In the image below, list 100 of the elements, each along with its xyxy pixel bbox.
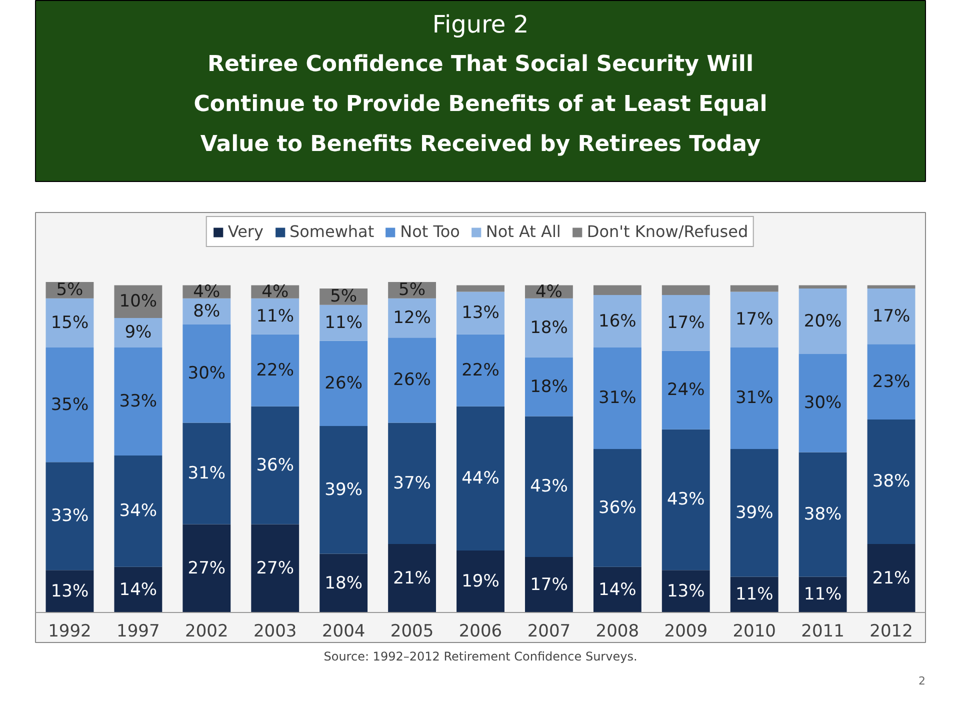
bar	[114, 456, 162, 567]
bar	[798, 288, 847, 354]
x-tick-label: 2011	[801, 622, 844, 642]
bar	[46, 462, 94, 570]
bar	[593, 347, 642, 449]
data-label: 20%	[804, 311, 842, 332]
bar	[46, 347, 94, 462]
data-label: 39%	[735, 502, 774, 523]
data-label: 5%	[56, 280, 84, 300]
bar	[867, 288, 916, 344]
data-label: 10%	[119, 292, 158, 312]
data-label: 17%	[872, 306, 910, 326]
bar	[798, 452, 847, 577]
x-tick-label: 2005	[390, 622, 434, 642]
bar	[662, 295, 710, 351]
data-label: 14%	[598, 580, 636, 600]
x-tick-label: 1997	[116, 622, 160, 642]
bar	[593, 285, 642, 296]
data-label: 33%	[50, 506, 89, 526]
bar	[525, 416, 573, 558]
bar	[251, 406, 300, 524]
bar	[730, 292, 778, 348]
bar	[320, 554, 368, 613]
data-label: 22%	[462, 360, 500, 380]
x-tick-label: 2006	[458, 622, 502, 642]
data-label: 14%	[119, 580, 158, 600]
data-label: 37%	[393, 473, 431, 494]
bar	[320, 340, 368, 426]
data-label: 44%	[462, 468, 500, 488]
data-label: 4%	[535, 282, 562, 302]
bar	[662, 570, 710, 613]
bar	[182, 524, 231, 613]
data-label: 5%	[330, 286, 358, 307]
data-label: 30%	[804, 393, 842, 414]
bar	[456, 292, 504, 334]
data-label: 11%	[324, 312, 362, 333]
data-label: 13%	[666, 581, 705, 602]
legend-label: Not At All	[486, 222, 561, 241]
data-label: 11%	[256, 306, 294, 326]
bar	[525, 298, 573, 358]
x-tick-label: 2004	[322, 622, 366, 642]
bar	[798, 354, 847, 452]
bar	[662, 429, 710, 570]
data-label: 30%	[188, 364, 226, 384]
data-label: 43%	[666, 490, 705, 510]
bar	[251, 524, 300, 613]
data-label: 36%	[598, 498, 636, 518]
bar	[251, 298, 300, 334]
data-label: 4%	[193, 282, 220, 302]
data-label: 21%	[872, 568, 910, 588]
x-tick-label: 2002	[185, 622, 228, 642]
legend-label: Very	[228, 222, 264, 241]
data-label: 27%	[256, 558, 294, 579]
bar	[320, 304, 368, 341]
bar	[867, 420, 916, 544]
bar	[182, 324, 231, 423]
data-label: 13%	[462, 303, 500, 324]
bar	[456, 550, 504, 613]
data-label: 12%	[393, 308, 431, 328]
legend-label: Don't Know/Refused	[586, 222, 748, 241]
x-tick-label: 2007	[527, 622, 571, 642]
data-label: 17%	[666, 312, 705, 333]
bar	[388, 544, 436, 613]
x-tick-label: 1992	[48, 622, 92, 642]
legend-label: Not Too	[400, 222, 460, 241]
data-label: 18%	[324, 573, 362, 594]
bar	[593, 295, 642, 348]
bar	[730, 448, 778, 577]
data-label: 36%	[256, 455, 294, 476]
data-label: 35%	[50, 394, 89, 415]
data-label: 31%	[735, 388, 774, 408]
x-tick-label: 2003	[253, 622, 297, 642]
data-label: 33%	[119, 391, 158, 412]
source-note: Source: 1992–2012 Retirement Confidence Surveys.	[324, 650, 638, 664]
bar	[867, 285, 916, 289]
data-label: 17%	[735, 310, 774, 330]
bar	[388, 422, 436, 544]
data-label: 17%	[530, 574, 568, 595]
data-label: 27%	[188, 558, 226, 579]
data-label: 18%	[530, 376, 568, 397]
bar	[867, 344, 916, 420]
legend-label: Somewhat	[289, 222, 374, 241]
data-label: 38%	[872, 472, 910, 492]
data-label: 21%	[393, 568, 431, 588]
bar	[114, 347, 162, 456]
data-label: 23%	[872, 372, 910, 392]
data-label: 22%	[256, 360, 294, 380]
bar	[593, 566, 642, 613]
x-tick-label: 2012	[870, 622, 913, 642]
data-label: 19%	[462, 572, 500, 592]
bar	[593, 448, 642, 567]
data-label: 39%	[324, 480, 362, 500]
data-label: 15%	[50, 312, 89, 333]
bar	[114, 566, 162, 613]
data-label: 38%	[804, 504, 842, 524]
bar	[251, 334, 300, 406]
bar	[456, 406, 504, 551]
bar	[320, 426, 368, 554]
bar	[730, 347, 778, 449]
bar	[525, 557, 573, 613]
